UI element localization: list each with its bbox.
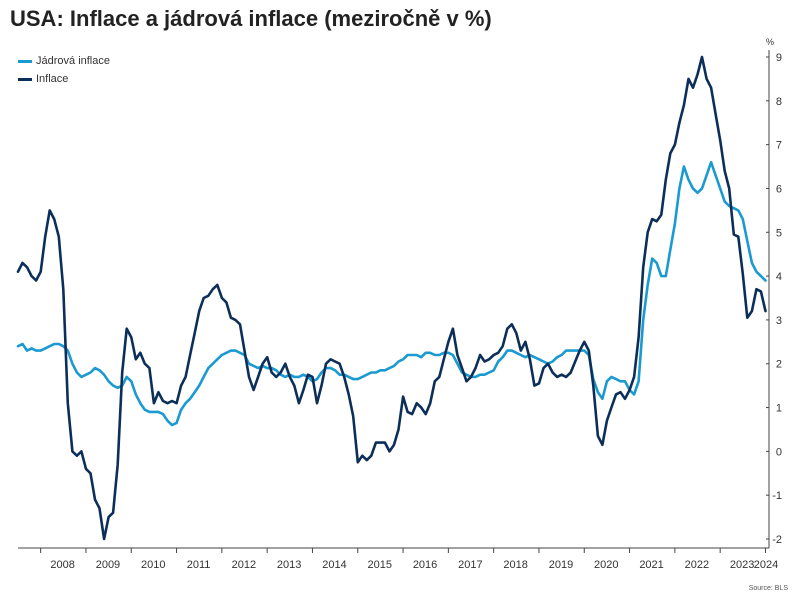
x-tick-label: 2020 bbox=[594, 559, 618, 571]
x-tick-label: 2019 bbox=[549, 559, 573, 571]
legend-item-core: Jádrová inflace bbox=[18, 52, 110, 70]
y-tick-label: -1 bbox=[772, 490, 782, 502]
legend-label-core: Jádrová inflace bbox=[36, 55, 110, 67]
y-tick-label: 8 bbox=[776, 96, 782, 108]
x-tick-label: 2021 bbox=[639, 559, 663, 571]
y-tick-label: 7 bbox=[776, 140, 782, 152]
plot-area bbox=[16, 55, 767, 541]
y-axis-unit: % bbox=[766, 37, 774, 47]
y-tick-label: 0 bbox=[776, 446, 782, 458]
y-tick-label: 3 bbox=[776, 315, 782, 327]
series-line-core-inflation bbox=[16, 160, 767, 427]
legend-swatch-core bbox=[18, 59, 32, 63]
x-tick-label: 2024 bbox=[754, 559, 778, 571]
x-tick-label: 2015 bbox=[368, 559, 392, 571]
x-tick-label: 2022 bbox=[685, 559, 709, 571]
y-tick-label: 6 bbox=[776, 183, 782, 195]
x-tick-label: 2016 bbox=[413, 559, 437, 571]
y-tick-label: 2 bbox=[776, 359, 782, 371]
x-tick-label: 2010 bbox=[141, 559, 165, 571]
legend-label-headline: Inflace bbox=[36, 73, 69, 85]
x-tick-label: 2017 bbox=[458, 559, 482, 571]
y-tick-label: 5 bbox=[776, 227, 782, 239]
x-tick-label: 2013 bbox=[277, 559, 301, 571]
legend: Jádrová inflace Inflace bbox=[18, 52, 110, 88]
legend-item-headline: Inflace bbox=[18, 70, 110, 88]
y-axis: % -2 -1 0 1 2 3 4 5 6 7 8 9 bbox=[766, 37, 782, 548]
x-tick-label: 2018 bbox=[503, 559, 527, 571]
series-line-inflation bbox=[16, 55, 767, 541]
y-tick-label: -2 bbox=[772, 534, 782, 546]
x-tick-label: 2011 bbox=[187, 559, 211, 571]
chart-title: USA: Inflace a jádrová inflace (meziročn… bbox=[10, 6, 492, 31]
x-tick-label: 2014 bbox=[322, 559, 346, 571]
y-tick-label: 1 bbox=[776, 403, 782, 415]
y-tick-label: 4 bbox=[776, 271, 782, 283]
x-tick-label: 2012 bbox=[232, 559, 256, 571]
legend-swatch-headline bbox=[18, 77, 32, 81]
x-axis: 2008 2009 2010 2011 2012 2013 2014 2015 2016 2017… bbox=[18, 547, 778, 571]
source-note: Source: BLS bbox=[748, 585, 788, 592]
y-tick-label: 9 bbox=[776, 52, 782, 64]
x-tick-label: 2023 bbox=[730, 559, 754, 571]
x-tick-label: 2008 bbox=[50, 559, 74, 571]
x-tick-label: 2009 bbox=[96, 559, 120, 571]
